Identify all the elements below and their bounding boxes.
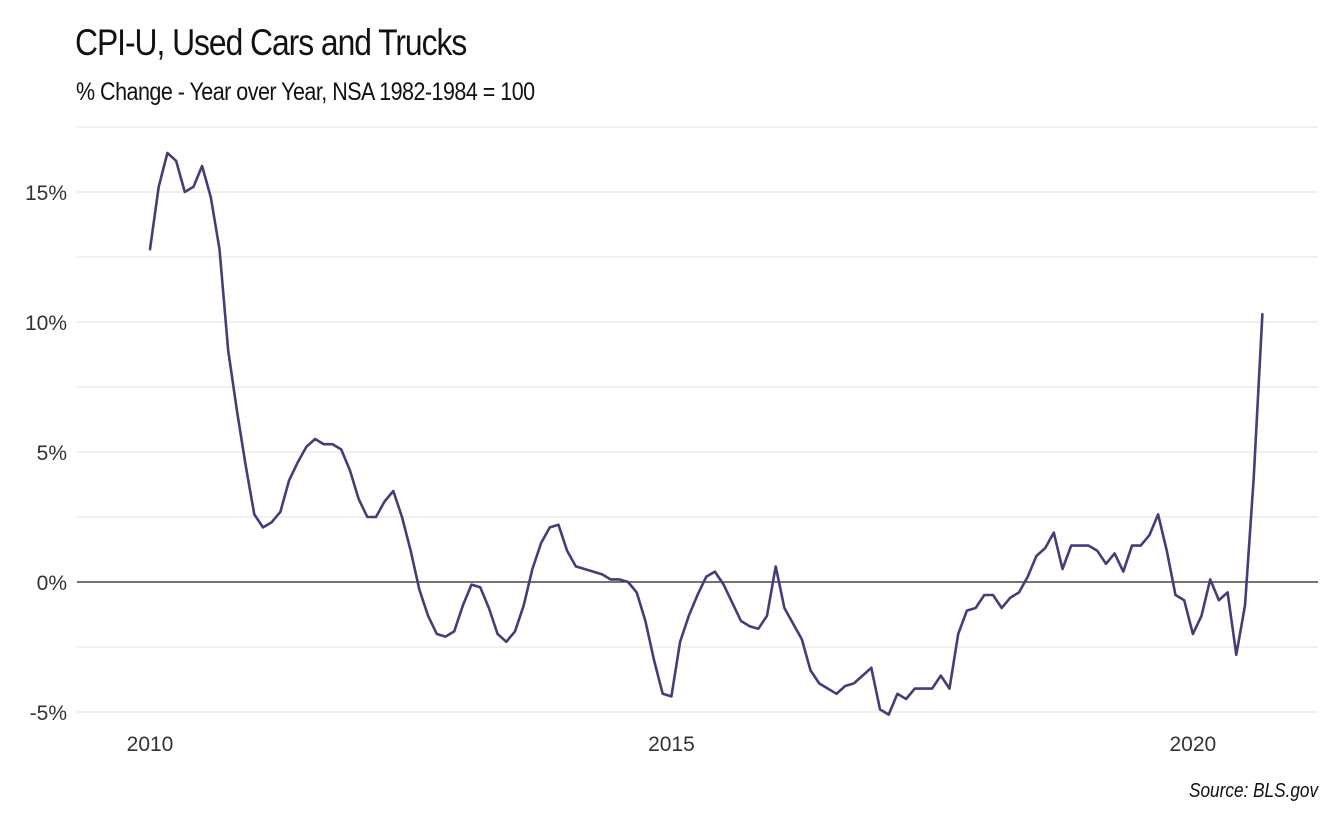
y-tick-label: -5% [30, 702, 67, 725]
x-tick-label: 2010 [127, 733, 174, 756]
series-line [148, 151, 1264, 716]
y-tick-label: 10% [25, 312, 67, 335]
y-tick-label: 5% [37, 442, 67, 465]
y-tick-label: 15% [25, 182, 67, 205]
x-axis-tick-labels: 2010 2015 2020 [127, 733, 1217, 756]
x-tick-label: 2015 [648, 733, 695, 756]
y-axis-tick-labels: -5% 0% 5% 10% 15% [25, 182, 67, 725]
chart-title: CPI-U, Used Cars and Trucks [75, 22, 467, 63]
chart-subtitle: % Change - Year over Year, NSA 1982-1984… [76, 78, 535, 106]
series-layer [148, 151, 1264, 716]
y-tick-label: 0% [37, 572, 67, 595]
gridlines [77, 126, 1318, 713]
x-tick-label: 2020 [1169, 733, 1216, 756]
source-note: Source: BLS.gov [1188, 780, 1318, 802]
